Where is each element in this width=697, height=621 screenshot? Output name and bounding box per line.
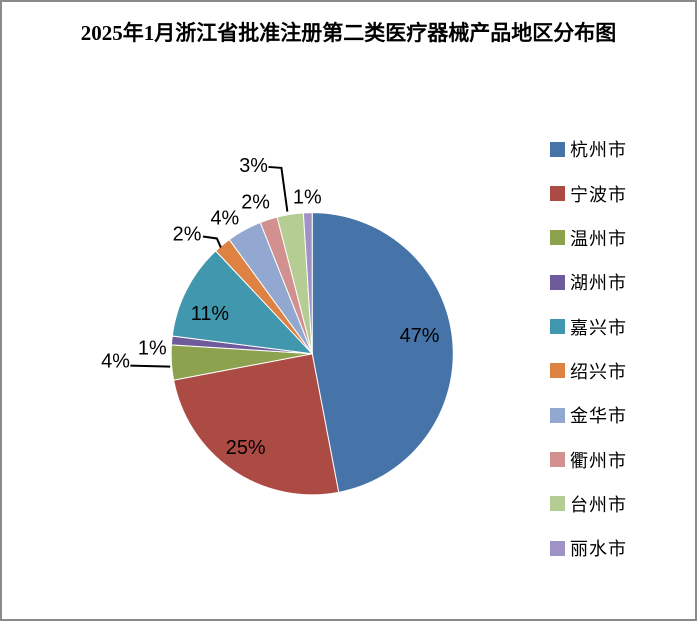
legend-swatch-icon <box>550 363 565 379</box>
slice-label-1: 25% <box>226 437 266 459</box>
legend-swatch-icon <box>550 230 565 246</box>
slice-label-5: 2% <box>173 223 202 245</box>
legend-label: 湖州市 <box>570 273 627 294</box>
pie-slice-1-宁波市 <box>173 353 340 496</box>
legend-label: 衢州市 <box>570 450 627 471</box>
legend-label: 金华市 <box>570 406 627 427</box>
legend-item-5: 绍兴市 <box>550 349 627 393</box>
legend-swatch-icon <box>550 407 565 423</box>
label-leader-line-2 <box>130 364 171 368</box>
slice-label-8: 3% <box>239 155 268 177</box>
legend-swatch-icon <box>550 319 565 335</box>
slice-label-7: 2% <box>241 192 270 214</box>
legend-label: 杭州市 <box>570 140 627 161</box>
slice-label-0: 47% <box>400 325 440 347</box>
chart-legend: 杭州市宁波市温州市湖州市嘉兴市绍兴市金华市衢州市台州市丽水市 <box>550 127 627 570</box>
slice-label-9: 1% <box>293 187 322 209</box>
pie-slice-4-嘉兴市 <box>171 250 314 355</box>
legend-swatch-icon <box>550 540 565 556</box>
legend-item-8: 台州市 <box>550 482 627 526</box>
pie-slice-0-杭州市 <box>311 212 454 493</box>
legend-item-7: 衢州市 <box>550 437 627 481</box>
legend-swatch-icon <box>550 452 565 468</box>
legend-item-6: 金华市 <box>550 393 627 437</box>
legend-label: 绍兴市 <box>570 361 627 382</box>
legend-label: 温州市 <box>570 228 627 249</box>
chart-title: 2025年1月浙江省批准注册第二类医疗器械产品地区分布图 <box>80 21 617 45</box>
legend-item-9: 丽水市 <box>550 526 627 570</box>
legend-label: 台州市 <box>570 494 627 515</box>
slice-label-2: 4% <box>101 351 130 373</box>
pie-slice-9-丽水市 <box>302 212 313 354</box>
slice-label-4: 11% <box>191 303 229 325</box>
legend-swatch-icon <box>550 141 565 157</box>
label-leader-line-5 <box>202 235 222 248</box>
legend-item-4: 嘉兴市 <box>550 304 627 348</box>
legend-swatch-icon <box>550 496 565 512</box>
legend-item-3: 湖州市 <box>550 260 627 304</box>
slice-label-6: 4% <box>210 208 239 230</box>
legend-swatch-icon <box>550 186 565 202</box>
legend-label: 嘉兴市 <box>570 317 627 338</box>
legend-swatch-icon <box>550 274 565 290</box>
legend-item-0: 杭州市 <box>550 127 627 171</box>
legend-label: 丽水市 <box>570 539 627 560</box>
legend-label: 宁波市 <box>570 184 627 205</box>
slice-label-3: 1% <box>138 338 167 360</box>
label-leader-line-8 <box>268 165 289 212</box>
legend-item-2: 温州市 <box>550 216 627 260</box>
legend-item-1: 宁波市 <box>550 171 627 215</box>
